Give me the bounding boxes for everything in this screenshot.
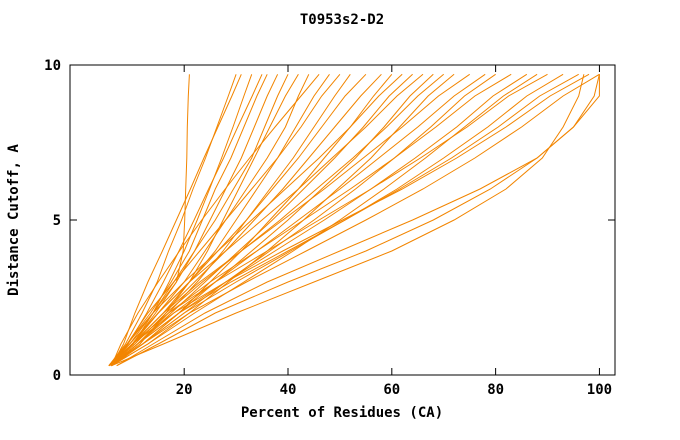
series-line (111, 73, 538, 367)
series-line (111, 73, 579, 367)
x-tick-label: 60 (383, 382, 400, 398)
series-line (108, 73, 590, 367)
chart-title: T0953s2-D2 (300, 12, 384, 28)
series-line (111, 73, 424, 367)
x-tick-label: 40 (280, 382, 297, 398)
series-line (108, 73, 403, 367)
series-line (108, 74, 289, 367)
series-line (111, 73, 486, 367)
series-line (111, 74, 299, 367)
series-line (111, 73, 341, 366)
series-line (111, 73, 564, 367)
series-line (108, 73, 548, 367)
y-axis-label: Distance Cutoff, A (6, 144, 22, 296)
series-line (116, 74, 600, 367)
series-line (116, 74, 600, 367)
series-line (111, 74, 242, 366)
series-line (111, 73, 600, 367)
series-line (108, 73, 470, 367)
y-tick-label: 10 (44, 58, 61, 74)
x-axis-label: Percent of Residues (CA) (241, 405, 443, 421)
y-tick-label: 5 (53, 213, 61, 229)
series-line (111, 74, 585, 367)
series-line (108, 73, 512, 367)
series-line (111, 73, 445, 367)
x-tick-label: 20 (176, 382, 193, 398)
series-line (108, 73, 434, 367)
series-line (110, 74, 253, 367)
series-line (108, 74, 237, 367)
y-tick-label: 0 (53, 368, 61, 384)
series-line (111, 73, 320, 366)
series-line (108, 73, 367, 367)
plot-area: 20 40 60 80 100 0 5 10 (44, 58, 616, 398)
x-tick-label: 80 (487, 382, 504, 398)
series-line (111, 74, 263, 367)
series-line (111, 74, 279, 367)
x-tick-label: 100 (587, 382, 612, 398)
